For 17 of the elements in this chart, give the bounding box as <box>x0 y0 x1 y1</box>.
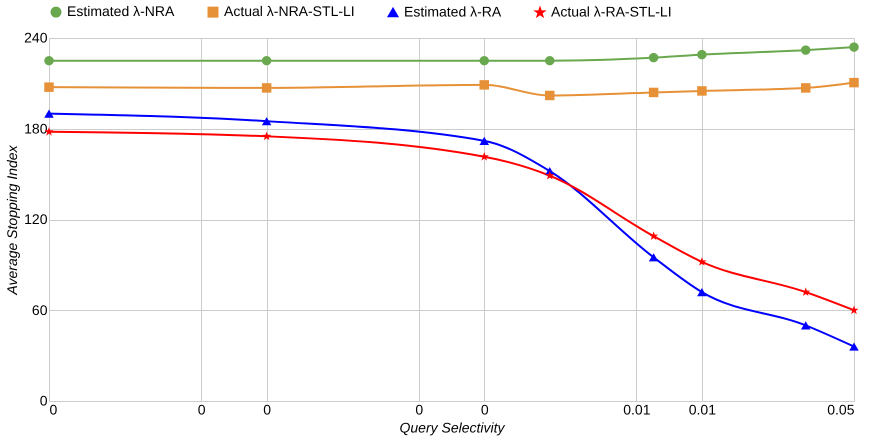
legend-label: Estimated λ-RA <box>404 3 502 20</box>
x-axis-title: Query Selectivity <box>399 420 506 436</box>
y-tick-label: 120 <box>24 211 48 227</box>
x-tick-label: 0.05 <box>827 402 855 418</box>
y-tick-label: 60 <box>32 302 48 318</box>
x-tick-label: 0 <box>480 402 489 418</box>
legend-label: Actual λ-NRA-STL-LI <box>224 3 355 20</box>
x-tick-label: 0 <box>198 402 206 418</box>
x-tick-label: 0 <box>415 402 424 418</box>
y-tick-label: 180 <box>24 120 48 136</box>
x-tick-label: 0.01 <box>623 402 651 418</box>
y-tick-label: 240 <box>24 30 48 46</box>
x-tick-label: 0 <box>263 402 272 418</box>
x-tick-label: 0.01 <box>688 402 716 418</box>
legend-label: Actual λ-RA-STL-LI <box>551 4 672 20</box>
legend-label: Estimated λ-NRA <box>67 3 176 20</box>
y-axis-title: Average Stopping Index <box>4 144 20 296</box>
